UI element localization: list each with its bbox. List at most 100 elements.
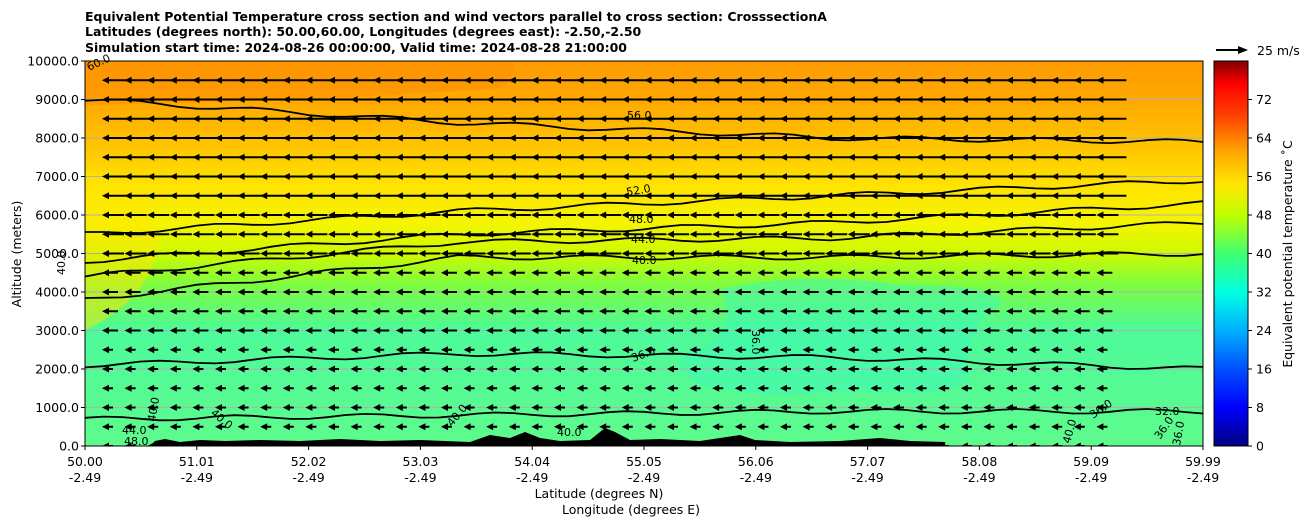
wind-vector-head (102, 423, 109, 431)
wind-vector-head (712, 346, 720, 354)
wind-vector-head (870, 365, 878, 373)
wind-vector-head (576, 134, 584, 142)
wind-vector-head (802, 192, 810, 200)
wind-vector-head (102, 384, 109, 392)
wind-vector-head (667, 307, 674, 315)
wind-vector-head (282, 153, 290, 161)
wind-vector-head (983, 365, 991, 373)
contour-label: 56.0 (627, 109, 652, 122)
x-tick-label-lon: -2.49 (181, 470, 213, 485)
wind-vector-head (531, 384, 539, 392)
wind-vector-head (938, 96, 946, 103)
wind-vector-head (237, 134, 245, 142)
wind-vector-head (373, 346, 381, 354)
wind-vector-head (486, 173, 494, 180)
wind-vector-head (282, 96, 290, 103)
wind-vector-head (192, 76, 200, 84)
wind-vector-head (395, 288, 403, 296)
contour-label: 40.0 (145, 396, 162, 422)
wind-vector-head (1073, 230, 1081, 238)
wind-vector-head (938, 173, 946, 180)
wind-vector-head (531, 269, 539, 277)
x-tick-label-lat: 53.03 (403, 454, 439, 469)
wind-vector-head (983, 288, 991, 296)
wind-vector-head (508, 250, 516, 257)
wind-vector-head (350, 250, 358, 257)
wind-vector-head (983, 76, 991, 84)
wind-vector-head (350, 404, 358, 411)
wind-vector-head (169, 327, 177, 334)
wind-vector-head (350, 96, 358, 103)
wind-vector-head (1028, 173, 1036, 180)
x-tick-label-lat: 56.06 (738, 454, 774, 469)
wind-vector-head (893, 96, 900, 103)
wind-vector-head (1006, 442, 1013, 446)
wind-vector-head (780, 192, 787, 200)
quiver-key: 25 m/s (1216, 43, 1300, 58)
wind-vector-head (441, 153, 448, 161)
wind-vector-head (667, 153, 674, 161)
wind-vector-head (644, 134, 652, 142)
wind-vector-head (599, 173, 607, 180)
wind-vector-head (1096, 269, 1104, 277)
wind-vector-head (282, 288, 290, 296)
wind-vector-head (1073, 423, 1081, 431)
wind-vector-head (305, 153, 313, 161)
wind-vector-head (418, 365, 426, 373)
wind-vector-head (1006, 115, 1013, 123)
wind-vector-head (689, 230, 697, 238)
wind-vector-head (599, 192, 607, 200)
wind-vector-head (102, 211, 109, 219)
wind-vector-head (554, 404, 561, 411)
wind-vector-head (870, 192, 878, 200)
wind-vector-head (893, 307, 900, 315)
wind-vector-head (282, 384, 290, 392)
wind-vector-head (960, 76, 968, 84)
x-tick-label-lat: 58.08 (962, 454, 998, 469)
wind-vector-head (328, 96, 335, 103)
wind-vector-head (599, 269, 607, 277)
wind-vector-head (825, 211, 833, 219)
x-tick-label-lat: 54.04 (514, 454, 550, 469)
wind-vector-head (486, 192, 494, 200)
wind-vector-head (554, 288, 561, 296)
wind-vector-head (847, 327, 855, 334)
colorbar-tick-label: 24 (1256, 323, 1272, 338)
wind-vector-head (486, 288, 494, 296)
wind-vector-head (463, 307, 471, 315)
wind-vector-head (893, 365, 900, 373)
wind-vector-head (576, 76, 584, 84)
wind-vector-head (395, 230, 403, 238)
wind-vector-head (124, 115, 132, 123)
y-tick-label: 1000.0 (35, 400, 79, 415)
wind-vector-head (644, 192, 652, 200)
wind-vector-head (237, 76, 245, 84)
wind-vector-head (1051, 250, 1059, 257)
wind-vector-head (780, 288, 787, 296)
wind-vector-head (893, 211, 900, 219)
wind-vector-head (960, 442, 968, 446)
wind-vector-head (147, 211, 155, 219)
wind-vector-head (554, 384, 561, 392)
wind-vector-head (915, 269, 923, 277)
wind-vector-head (215, 365, 222, 373)
wind-vector-head (237, 211, 245, 219)
wind-vector-head (508, 115, 516, 123)
wind-vector-head (644, 211, 652, 219)
wind-vector-head (441, 365, 448, 373)
wind-vector-head (192, 384, 200, 392)
wind-vector-head (237, 307, 245, 315)
wind-vector-head (350, 230, 358, 238)
wind-vector-head (215, 346, 222, 354)
wind-vector-head (260, 288, 268, 296)
wind-vector-head (1073, 76, 1081, 84)
wind-vector-head (960, 384, 968, 392)
wind-vector-head (169, 134, 177, 142)
wind-vector-head (1051, 346, 1059, 354)
wind-vector-head (486, 269, 494, 277)
wind-vector-head (350, 134, 358, 142)
wind-vector-head (689, 250, 697, 257)
wind-vector-head (328, 404, 335, 411)
wind-vector-head (486, 327, 494, 334)
wind-vector-head (260, 134, 268, 142)
